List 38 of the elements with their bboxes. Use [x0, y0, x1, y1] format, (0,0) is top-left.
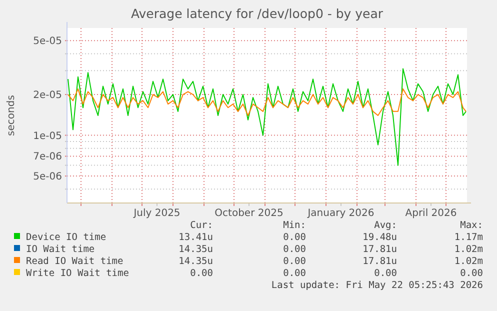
legend-label: Read IO Wait time: [26, 256, 124, 267]
text: 19.48u: [362, 232, 397, 243]
y-tick-label: 2e-05: [33, 90, 62, 102]
text: 14.35u: [178, 244, 213, 255]
text: 0.00: [283, 256, 306, 267]
y-tick-label: 5e-05: [33, 36, 62, 48]
legend-label: Device IO time: [26, 232, 106, 243]
legend-label: Write IO Wait time: [26, 268, 130, 279]
y-axis-title: seconds: [6, 95, 17, 136]
legend-label: IO Wait time: [26, 244, 95, 255]
text: 17.81u: [362, 244, 397, 255]
text: Min:: [283, 220, 306, 231]
chart-title: Average latency for /dev/loop0 - by year: [130, 6, 384, 21]
text: 1.02m: [454, 244, 484, 255]
text: 14.35u: [178, 256, 213, 267]
x-tick-label: January 2026: [306, 208, 374, 219]
text: 0.00: [283, 268, 306, 279]
text: Cur:: [190, 220, 213, 231]
text: 0.00: [190, 268, 214, 279]
text: 1.17m: [454, 232, 484, 243]
text: 0.00: [374, 268, 398, 279]
y-tick-label: 7e-06: [33, 152, 62, 163]
x-tick-label: April 2026: [405, 208, 457, 219]
y-tick-label: 5e-06: [33, 172, 62, 183]
text: Max:: [460, 220, 483, 231]
text: 0.00: [283, 232, 306, 243]
text: 0.00: [283, 244, 306, 255]
text: Avg:: [374, 220, 397, 231]
x-tick-label: October 2025: [214, 208, 284, 219]
line-series: [68, 68, 466, 166]
text: 17.81u: [362, 256, 397, 267]
text: Last update: Fri May 22 05:25:43 2026: [271, 280, 484, 291]
text: 0.00: [460, 268, 484, 279]
y-tick-label: 1e-05: [33, 130, 62, 142]
line-series: [68, 88, 466, 116]
text: 1.02m: [454, 256, 484, 267]
text: 13.41u: [178, 232, 213, 243]
x-tick-label: July 2025: [132, 208, 180, 219]
